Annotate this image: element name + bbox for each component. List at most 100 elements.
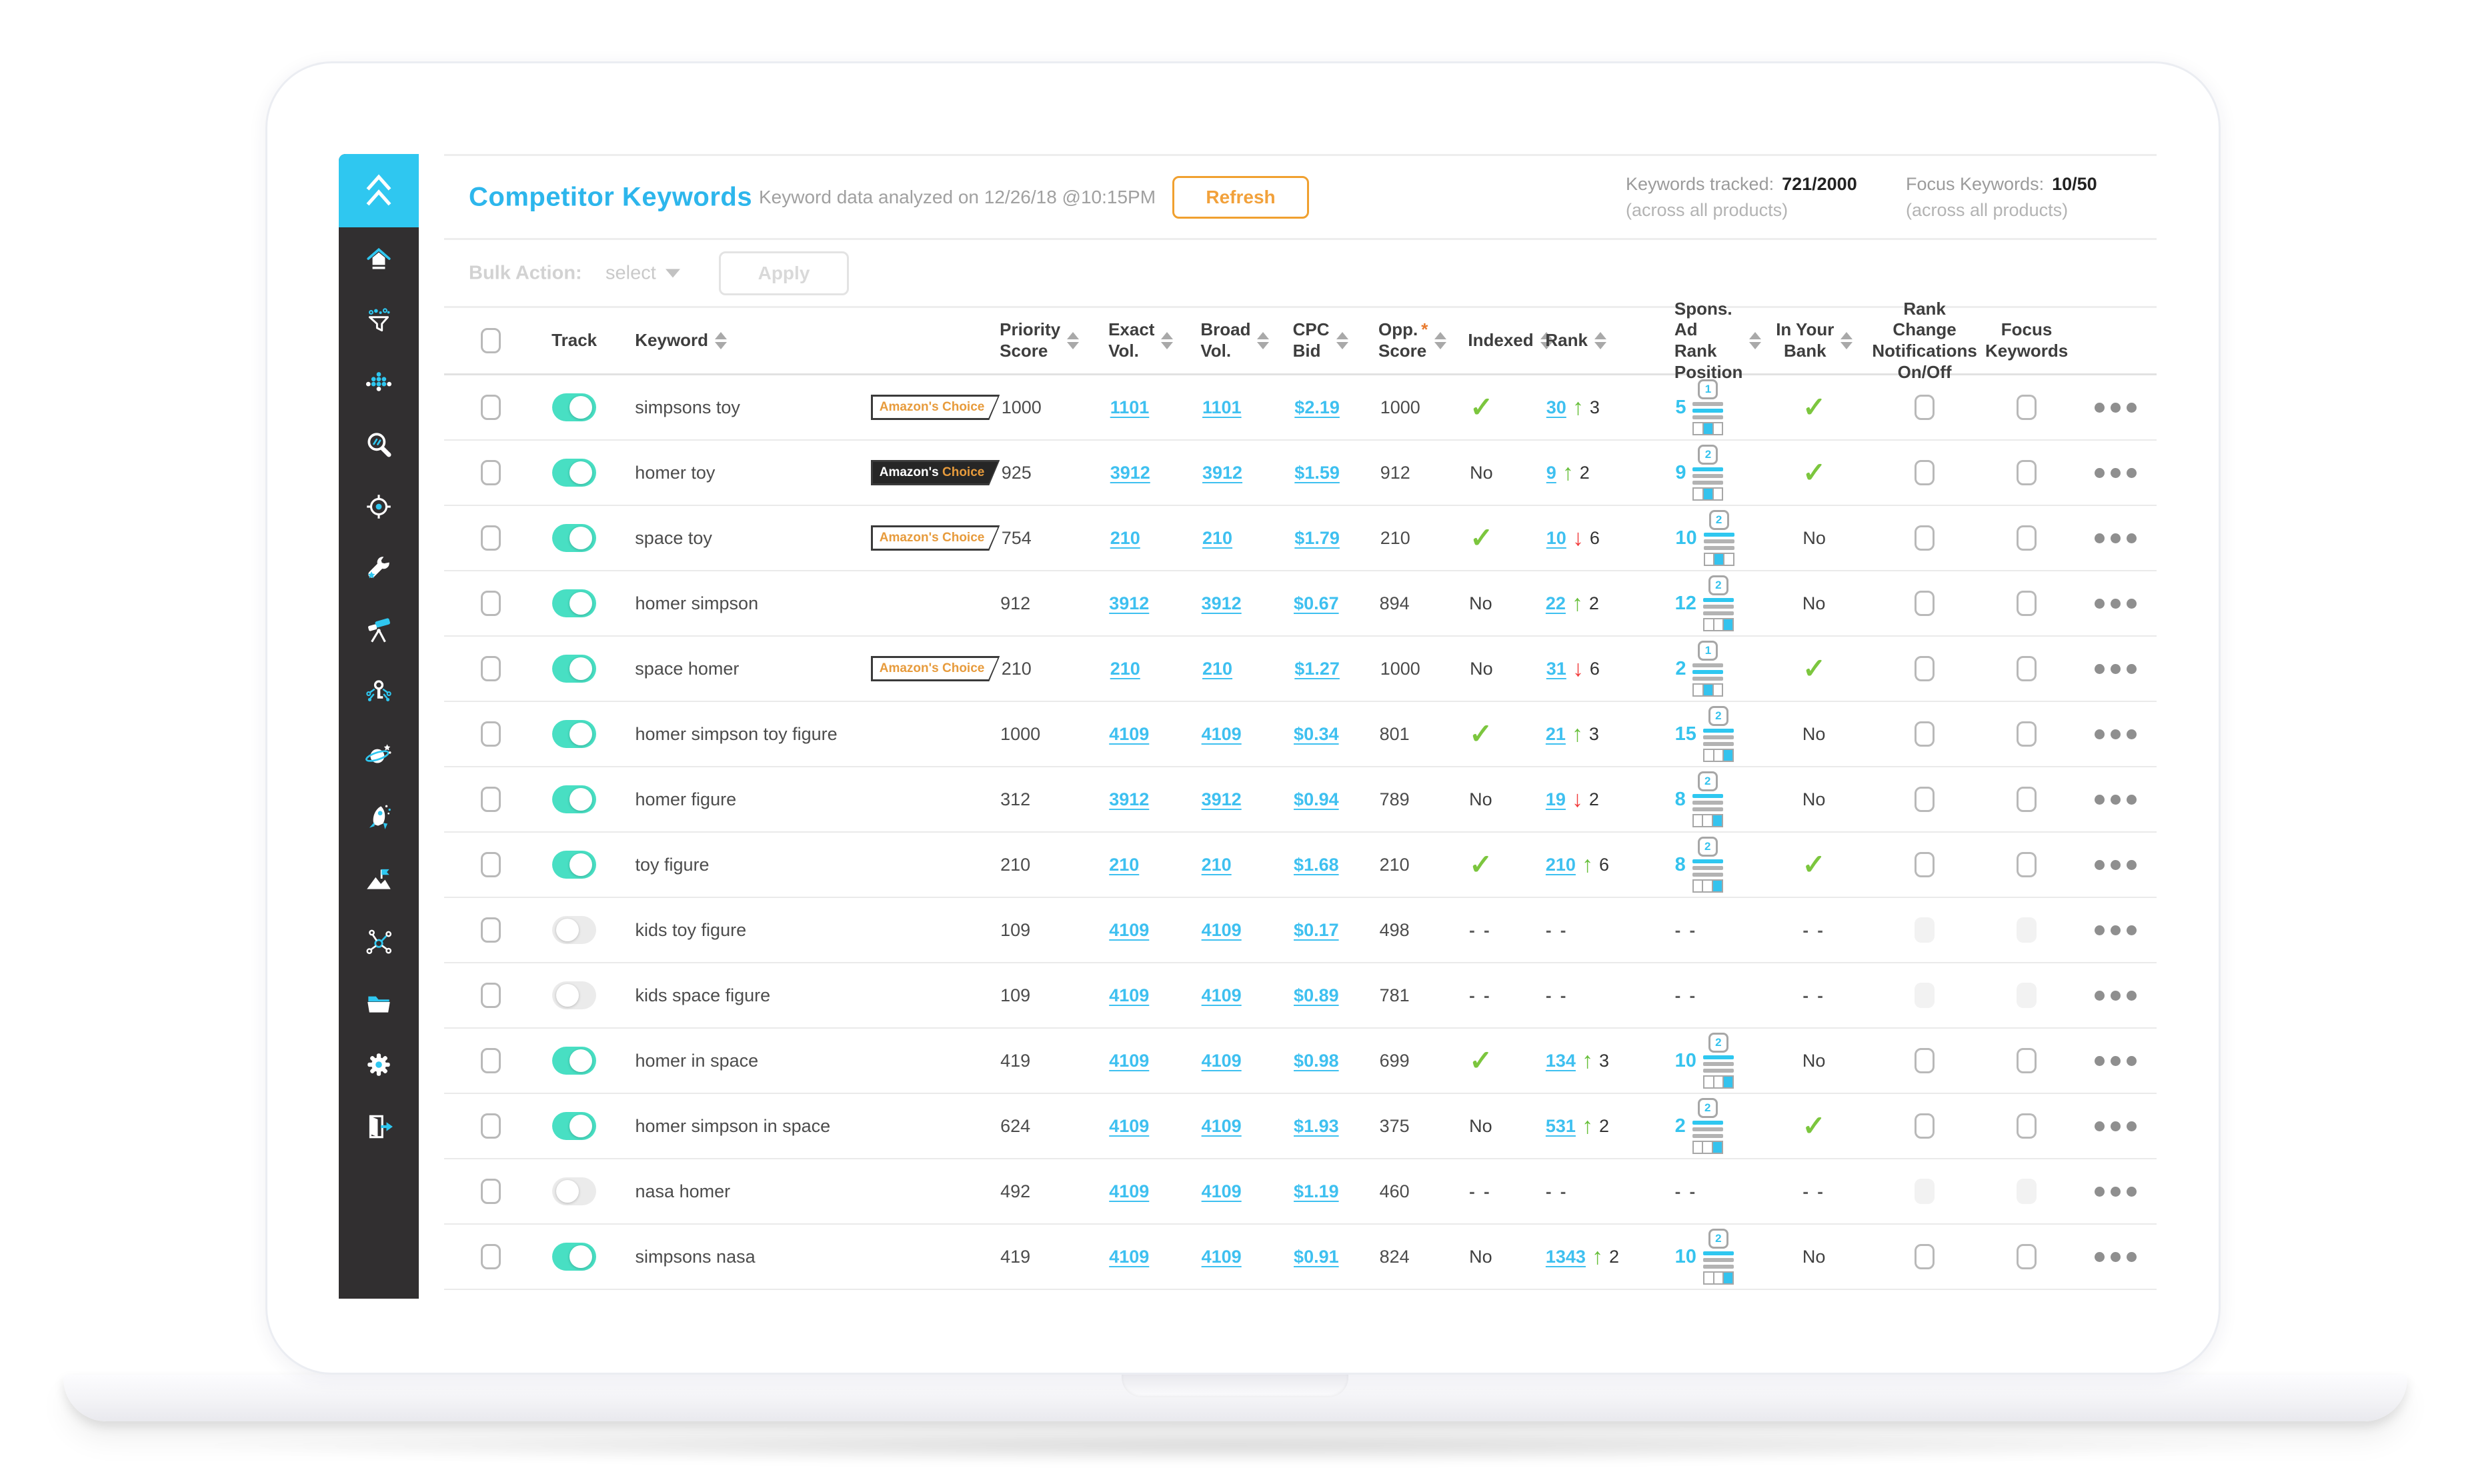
track-toggle[interactable] (552, 1243, 597, 1271)
broad-volume-link[interactable]: 4109 (1201, 1246, 1242, 1267)
col-header-exact[interactable]: Exact Vol. (1104, 319, 1196, 361)
row-menu-button[interactable] (2094, 1121, 2137, 1131)
row-menu-button[interactable] (2094, 663, 2137, 674)
row-menu-button[interactable] (2094, 1251, 2137, 1262)
sidebar-item-gear[interactable] (363, 1051, 394, 1081)
exact-volume-link[interactable]: 4109 (1109, 919, 1150, 940)
sidebar-item-folder[interactable] (363, 989, 394, 1019)
col-header-broad[interactable]: Broad Vol. (1196, 319, 1288, 361)
sort-icon[interactable] (1434, 332, 1447, 349)
sort-icon[interactable] (1594, 332, 1606, 349)
rank-change-notification-checkbox[interactable] (1914, 460, 1935, 485)
focus-keyword-checkbox[interactable] (2016, 1244, 2037, 1269)
cpc-bid-link[interactable]: $0.89 (1294, 985, 1339, 1005)
row-select-checkbox[interactable] (481, 656, 501, 681)
track-toggle[interactable] (552, 524, 597, 552)
exact-volume-link[interactable]: 4109 (1109, 1246, 1150, 1267)
row-menu-button[interactable] (2094, 467, 2137, 478)
broad-volume-link[interactable]: 4109 (1201, 1181, 1242, 1201)
focus-keyword-checkbox[interactable] (2016, 1113, 2037, 1139)
rank-change-notification-checkbox[interactable] (1914, 395, 1935, 420)
row-select-checkbox[interactable] (481, 721, 501, 747)
track-toggle[interactable] (552, 589, 597, 617)
exact-volume-link[interactable]: 4109 (1109, 1115, 1150, 1136)
sidebar-item-key[interactable] (363, 679, 394, 709)
focus-keyword-checkbox[interactable] (2016, 721, 2037, 747)
broad-volume-link[interactable]: 210 (1201, 854, 1232, 875)
row-select-checkbox[interactable] (481, 917, 501, 943)
rank-change-notification-checkbox[interactable] (1914, 656, 1935, 681)
row-menu-button[interactable] (2094, 859, 2137, 870)
rank-link[interactable]: 1343 (1545, 1246, 1586, 1267)
cpc-bid-link[interactable]: $0.17 (1294, 919, 1339, 940)
col-header-indexed[interactable]: Indexed (1460, 330, 1552, 351)
rank-link[interactable]: 22 (1545, 593, 1566, 613)
cpc-bid-link[interactable]: $1.59 (1294, 462, 1340, 483)
rank-change-notification-checkbox[interactable] (1914, 787, 1935, 812)
sidebar-item-telescope[interactable] (363, 617, 394, 647)
track-toggle[interactable] (552, 1112, 597, 1140)
cpc-bid-link[interactable]: $1.79 (1294, 527, 1340, 548)
rank-link[interactable]: 21 (1545, 723, 1566, 744)
row-menu-button[interactable] (2094, 990, 2137, 1001)
rank-link[interactable]: 9 (1546, 462, 1556, 483)
rank-link[interactable]: 210 (1545, 854, 1576, 875)
track-toggle[interactable] (552, 720, 597, 748)
focus-keyword-checkbox[interactable] (2017, 395, 2037, 420)
rank-link[interactable]: 31 (1546, 658, 1566, 679)
broad-volume-link[interactable]: 4109 (1201, 723, 1242, 744)
broad-volume-link[interactable]: 3912 (1201, 593, 1242, 613)
col-header-cpc[interactable]: CPC Bid (1289, 319, 1374, 361)
track-toggle[interactable] (552, 459, 597, 487)
broad-volume-link[interactable]: 3912 (1201, 789, 1242, 809)
sidebar-item-home[interactable] (363, 245, 394, 275)
exact-volume-link[interactable]: 210 (1110, 658, 1140, 679)
bulk-action-select[interactable]: select (605, 262, 680, 284)
track-toggle[interactable] (552, 1047, 597, 1075)
broad-volume-link[interactable]: 210 (1202, 658, 1233, 679)
sidebar-item-planet[interactable] (363, 741, 394, 771)
sidebar-item-wrench[interactable] (363, 555, 394, 585)
row-menu-button[interactable] (2094, 533, 2137, 543)
broad-volume-link[interactable]: 4109 (1201, 1115, 1242, 1136)
exact-volume-link[interactable]: 3912 (1109, 789, 1150, 809)
focus-keyword-checkbox[interactable] (2016, 1048, 2037, 1073)
sort-icon[interactable] (1257, 332, 1270, 349)
focus-keyword-checkbox[interactable] (2017, 525, 2037, 551)
rank-change-notification-checkbox[interactable] (1914, 1048, 1935, 1073)
cpc-bid-link[interactable]: $0.34 (1294, 723, 1339, 744)
row-menu-button[interactable] (2094, 402, 2137, 413)
rank-change-notification-checkbox[interactable] (1914, 1113, 1935, 1139)
track-toggle[interactable] (552, 916, 597, 944)
exact-volume-link[interactable]: 210 (1110, 527, 1140, 548)
sidebar-item-target[interactable] (363, 493, 394, 523)
exact-volume-link[interactable]: 4109 (1109, 1050, 1150, 1071)
row-menu-button[interactable] (2094, 1186, 2137, 1197)
exact-volume-link[interactable]: 4109 (1109, 723, 1150, 744)
sort-icon[interactable] (1749, 332, 1762, 349)
apply-button[interactable]: Apply (719, 251, 849, 295)
track-toggle[interactable] (552, 1177, 597, 1205)
broad-volume-link[interactable]: 4109 (1201, 985, 1242, 1005)
broad-volume-link[interactable]: 4109 (1201, 1050, 1242, 1071)
sidebar-item-logout[interactable] (363, 1113, 394, 1143)
exact-volume-link[interactable]: 3912 (1109, 593, 1150, 613)
row-menu-button[interactable] (2094, 1055, 2137, 1066)
row-select-checkbox[interactable] (481, 1179, 501, 1204)
select-all-checkbox[interactable] (481, 328, 501, 353)
focus-keyword-checkbox[interactable] (2016, 591, 2037, 616)
cpc-bid-link[interactable]: $1.93 (1294, 1115, 1339, 1136)
rank-change-notification-checkbox[interactable] (1914, 1244, 1935, 1269)
cpc-bid-link[interactable]: $1.27 (1294, 658, 1340, 679)
focus-keyword-checkbox[interactable] (2017, 460, 2037, 485)
cpc-bid-link[interactable]: $1.68 (1294, 854, 1339, 875)
cpc-bid-link[interactable]: $1.19 (1294, 1181, 1339, 1201)
sidebar-item-funnel[interactable] (363, 307, 394, 337)
sort-icon[interactable] (715, 332, 728, 349)
rank-change-notification-checkbox[interactable] (1914, 852, 1935, 877)
row-select-checkbox[interactable] (481, 591, 501, 616)
col-header-spons[interactable]: Spons. Ad Rank Position (1672, 299, 1762, 383)
col-header-keyword[interactable]: Keyword (620, 330, 870, 351)
rank-link[interactable]: 531 (1545, 1115, 1576, 1136)
rank-link[interactable]: 10 (1546, 527, 1566, 548)
